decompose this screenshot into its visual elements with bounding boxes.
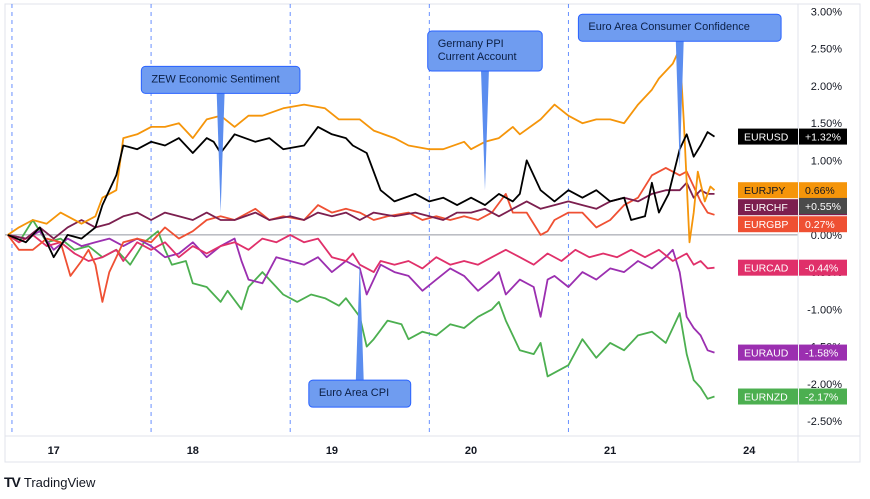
tag-name-bg xyxy=(738,128,798,145)
x-tick-label: 17 xyxy=(48,445,60,457)
value-tag-eurusd[interactable]: EURUSD +1.32% xyxy=(738,128,847,145)
tag-value-bg xyxy=(799,128,847,145)
y-tick-label: 2.00% xyxy=(811,81,842,93)
value-tag-eurcad[interactable]: EURCAD -0.44% xyxy=(738,259,847,276)
price-scale[interactable]: 3.00%2.50%2.00%1.50%1.00%0.00%-0.50%-1.0… xyxy=(797,4,842,462)
x-tick-label: 24 xyxy=(743,445,756,457)
event-callout[interactable]: Euro Area CPI xyxy=(308,260,412,408)
tag-value-bg xyxy=(799,344,847,361)
tag-value: +0.55% xyxy=(805,201,841,213)
series-line-euraud[interactable] xyxy=(7,230,715,354)
callout-box xyxy=(577,13,782,42)
callout-pointer xyxy=(480,69,489,191)
tag-value-bg xyxy=(799,182,847,199)
y-tick-label: -2.50% xyxy=(807,416,842,428)
series-lines xyxy=(7,47,716,400)
tag-symbol: EURNZD xyxy=(744,392,788,404)
tag-value: -0.44% xyxy=(805,263,838,275)
chart-frame xyxy=(4,3,861,463)
event-callout[interactable]: ZEW Economic Sentiment xyxy=(140,65,301,213)
tag-name-bg xyxy=(738,216,798,233)
tag-value-bg xyxy=(799,216,847,233)
tag-value-bg xyxy=(799,388,847,405)
callout-pointer xyxy=(216,91,225,213)
event-callouts: ZEW Economic Sentiment Germany PPICurrent… xyxy=(140,13,782,408)
callout-label: Euro Area Consumer Confidence xyxy=(588,21,749,33)
series-value-tags: EURUSD+1.32%EURJPY0.66%EURCHF0.55%EURGBP… xyxy=(738,128,847,405)
series-line-eurcad[interactable] xyxy=(7,234,715,273)
tag-symbol: EURJPY xyxy=(744,185,785,197)
tag-value: +1.32% xyxy=(805,132,841,144)
y-tick-label: 3.00% xyxy=(811,6,842,18)
x-tick-label: 20 xyxy=(465,445,477,457)
callout-label: ZEW Economic Sentiment xyxy=(151,73,279,85)
tag-value: -1.58% xyxy=(805,348,838,360)
branding-footer: TV TradingView xyxy=(4,472,95,492)
tag-value-bg xyxy=(799,259,847,276)
callout-pointer xyxy=(675,39,684,168)
x-tick-label: 21 xyxy=(604,445,616,457)
tag-value: 0.27% xyxy=(805,219,835,231)
tag-symbol: EURAUD xyxy=(744,348,789,360)
x-tick-label: 19 xyxy=(326,445,338,457)
tag-name-bg xyxy=(738,199,798,216)
value-tag-eurgbp[interactable]: EURGBP 0.27% xyxy=(738,216,847,233)
tag-symbol: EURCHF xyxy=(744,202,788,214)
tag-symbol: EURCAD xyxy=(744,263,789,275)
tag-symbol: EURUSD xyxy=(744,132,789,144)
tag-symbol: EURGBP xyxy=(744,219,788,231)
tradingview-logo-icon[interactable]: TV xyxy=(4,474,21,490)
tag-name-bg xyxy=(738,182,798,199)
callout-label: Germany PPI xyxy=(438,38,504,50)
y-tick-label: 2.50% xyxy=(811,44,842,56)
y-tick-label: -2.00% xyxy=(807,379,842,391)
y-tick-label: 1.50% xyxy=(811,118,842,130)
y-tick-label: -1.00% xyxy=(807,304,842,316)
callout-label: Current Account xyxy=(438,51,517,63)
callout-box xyxy=(140,65,301,94)
tag-value: -2.17% xyxy=(805,392,838,404)
y-tick-label: 0.00% xyxy=(811,230,842,242)
series-line-eurusd[interactable] xyxy=(7,126,715,259)
series-line-eurnzd[interactable] xyxy=(7,219,715,400)
callout-label: Euro Area CPI xyxy=(319,387,389,399)
tag-name-bg xyxy=(738,388,798,405)
event-callout[interactable]: Euro Area Consumer Confidence xyxy=(577,13,782,168)
series-line-eurjpy[interactable] xyxy=(7,47,716,244)
time-scale[interactable]: 17 18 19 20 21 24 xyxy=(5,435,860,457)
branding-name[interactable]: TradingView xyxy=(23,474,96,490)
tag-value: 0.66% xyxy=(805,185,835,197)
series-line-eurchf[interactable] xyxy=(7,181,715,240)
y-tick-label: 1.00% xyxy=(811,155,842,167)
callout-box xyxy=(308,379,412,408)
value-tag-eurnzd[interactable]: EURNZD -2.17% xyxy=(738,388,847,405)
tag-name-bg xyxy=(738,344,798,361)
value-tag-euraud[interactable]: EURAUD -1.58% xyxy=(738,344,847,361)
value-tag-eurjpy[interactable]: EURJPY 0.66% xyxy=(738,182,847,199)
callout-pointer xyxy=(355,260,364,383)
x-tick-label: 18 xyxy=(187,445,199,457)
tag-name-bg xyxy=(738,259,798,276)
value-tag-extra[interactable]: +0.55% xyxy=(799,197,847,214)
callout-box xyxy=(427,30,543,72)
tag-value-bg xyxy=(799,197,847,214)
